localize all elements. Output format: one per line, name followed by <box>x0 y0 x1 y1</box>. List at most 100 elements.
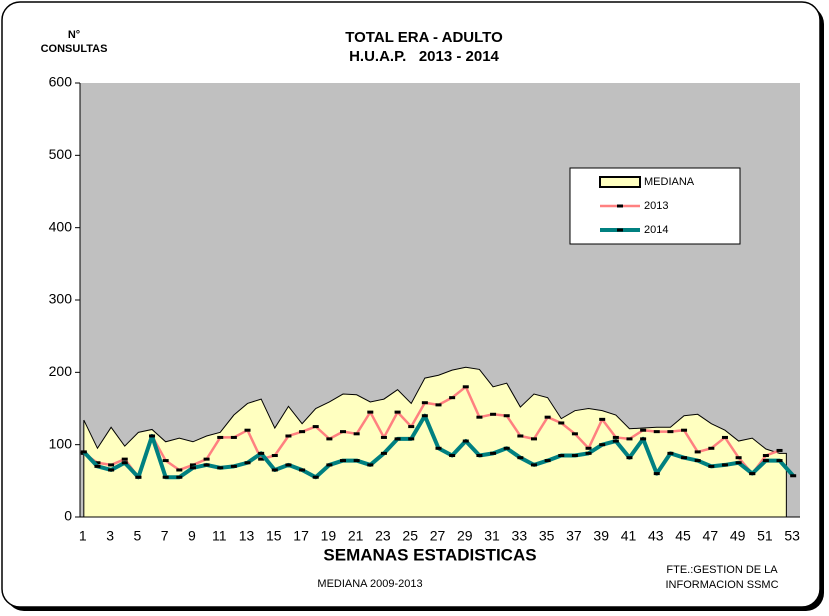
point-marker <box>735 461 742 465</box>
point-marker <box>285 434 292 438</box>
note: MEDIANA 2009-2013 <box>317 578 422 590</box>
y-tick-label: 100 <box>49 435 73 451</box>
point-marker <box>776 448 783 452</box>
point-marker <box>353 459 360 463</box>
legend-swatch <box>599 176 641 188</box>
point-marker <box>599 417 606 421</box>
x-tick-label: 47 <box>703 528 719 544</box>
point-marker <box>258 451 265 455</box>
point-marker <box>380 451 387 455</box>
legend-label: 2014 <box>644 224 668 236</box>
x-tick-label: 15 <box>266 528 282 544</box>
x-tick-label: 53 <box>784 528 800 544</box>
x-tick-label: 13 <box>239 528 255 544</box>
point-marker <box>340 459 347 463</box>
legend-box <box>569 167 741 245</box>
point-marker <box>640 428 647 432</box>
x-tick-label: 3 <box>106 528 114 544</box>
point-marker <box>490 451 497 455</box>
point-marker <box>585 451 592 455</box>
point-marker <box>530 463 537 467</box>
point-marker <box>394 410 401 414</box>
x-tick-label: 39 <box>593 528 609 544</box>
y-tick-label: 200 <box>49 363 73 379</box>
point-marker <box>203 457 210 461</box>
point-marker <box>721 463 728 467</box>
point-marker <box>271 468 278 472</box>
point-marker <box>585 446 592 450</box>
x-tick-label: 25 <box>402 528 418 544</box>
series-line <box>83 385 780 479</box>
point-marker <box>189 463 196 467</box>
y-axis-label: CONSULTAS <box>41 43 108 55</box>
point-marker <box>367 410 374 414</box>
point-marker <box>271 454 278 458</box>
point-marker <box>612 435 619 439</box>
point-marker <box>189 466 196 470</box>
point-marker <box>230 435 237 439</box>
point-marker <box>708 464 715 468</box>
point-marker <box>312 475 319 479</box>
point-marker <box>762 459 769 463</box>
point-marker <box>667 451 674 455</box>
point-marker <box>421 414 428 418</box>
point-marker <box>721 435 728 439</box>
point-marker <box>667 430 674 434</box>
point-marker <box>176 468 183 472</box>
point-marker <box>694 459 701 463</box>
point-marker <box>449 396 456 400</box>
point-marker <box>353 432 360 436</box>
point-marker <box>326 437 333 441</box>
point-marker <box>162 475 169 479</box>
point-marker <box>121 461 128 465</box>
point-marker <box>380 435 387 439</box>
x-tick-label: 19 <box>321 528 337 544</box>
x-tick-label: 29 <box>457 528 473 544</box>
point-marker <box>762 454 769 458</box>
y-axis-label: N° <box>68 29 80 41</box>
point-marker <box>408 425 415 429</box>
x-tick-label: 51 <box>757 528 773 544</box>
point-marker <box>258 457 265 461</box>
x-tick-label: 1 <box>79 528 87 544</box>
point-marker <box>326 463 333 467</box>
point-marker <box>735 456 742 460</box>
point-marker <box>176 475 183 479</box>
point-marker <box>421 401 428 405</box>
chart-subtitle: H.U.A.P. 2013 - 2014 <box>349 48 499 65</box>
point-marker <box>462 385 469 389</box>
point-marker <box>217 435 224 439</box>
point-marker <box>340 430 347 434</box>
point-marker <box>653 472 660 476</box>
point-marker <box>490 412 497 416</box>
point-marker <box>203 463 210 467</box>
x-tick-label: 11 <box>212 528 227 544</box>
point-marker <box>94 461 101 465</box>
point-marker <box>558 454 565 458</box>
point-marker <box>230 464 237 468</box>
point-marker <box>299 430 306 434</box>
point-marker <box>558 421 565 425</box>
point-marker <box>408 437 415 441</box>
point-marker <box>462 439 469 443</box>
point-marker <box>108 463 115 467</box>
point-marker <box>476 454 483 458</box>
x-tick-label: 37 <box>566 528 582 544</box>
y-tick-label: 500 <box>49 146 73 162</box>
x-tick-label: 17 <box>293 528 309 544</box>
point-marker <box>449 454 456 458</box>
point-marker <box>708 446 715 450</box>
point-marker <box>135 475 142 479</box>
point-marker <box>571 432 578 436</box>
point-marker <box>694 450 701 454</box>
x-tick-label: 35 <box>539 528 555 544</box>
point-marker <box>162 459 169 463</box>
x-tick-label: 45 <box>675 528 691 544</box>
x-tick-label: 49 <box>730 528 746 544</box>
point-marker <box>681 456 688 460</box>
point-marker <box>749 472 756 476</box>
y-tick-label: 400 <box>49 218 73 234</box>
point-marker <box>312 425 319 429</box>
point-marker <box>790 474 797 478</box>
